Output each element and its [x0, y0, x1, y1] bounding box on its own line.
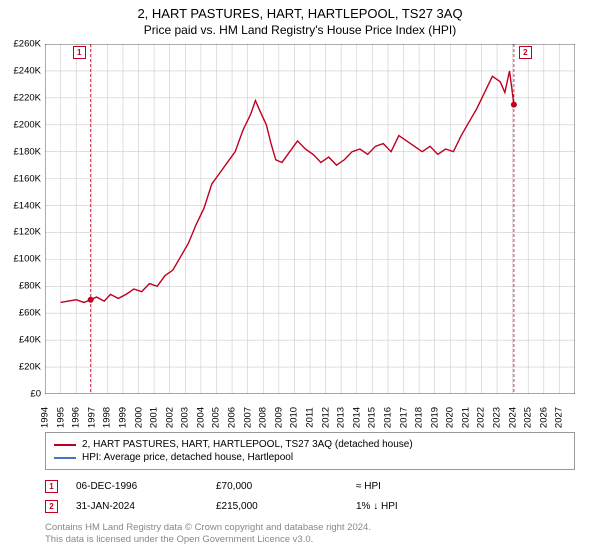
x-tick-label: 2007 — [242, 407, 253, 428]
x-tick-label: 1998 — [102, 407, 113, 428]
x-tick-label: 2012 — [320, 407, 331, 428]
x-tick-label: 2019 — [429, 407, 440, 428]
y-tick-label: £120K — [14, 227, 41, 238]
x-tick-label: 1999 — [117, 407, 128, 428]
x-tick-label: 2003 — [180, 407, 191, 428]
y-tick-label: £140K — [14, 200, 41, 211]
x-tick-label: 2022 — [476, 407, 487, 428]
x-tick-label: 2026 — [538, 407, 549, 428]
x-tick-label: 1995 — [55, 407, 66, 428]
legend: 2, HART PASTURES, HART, HARTLEPOOL, TS27… — [45, 432, 575, 470]
chart-subtitle: Price paid vs. HM Land Registry's House … — [0, 21, 600, 41]
x-tick-label: 2020 — [445, 407, 456, 428]
y-tick-label: £180K — [14, 146, 41, 157]
footnote-line: Contains HM Land Registry data © Crown c… — [45, 522, 371, 534]
chart-container: 2, HART PASTURES, HART, HARTLEPOOL, TS27… — [0, 0, 600, 560]
chart-title: 2, HART PASTURES, HART, HARTLEPOOL, TS27… — [0, 0, 600, 21]
x-tick-label: 2021 — [460, 407, 471, 428]
x-tick-label: 2004 — [195, 407, 206, 428]
footnote: Contains HM Land Registry data © Crown c… — [45, 522, 371, 547]
x-tick-label: 2017 — [398, 407, 409, 428]
marker-badge-1: 1 — [45, 480, 58, 493]
x-tick-label: 2016 — [382, 407, 393, 428]
plot-svg — [45, 44, 575, 394]
x-tick-label: 2008 — [258, 407, 269, 428]
y-tick-label: £200K — [14, 119, 41, 130]
legend-label: 2, HART PASTURES, HART, HARTLEPOOL, TS27… — [82, 439, 413, 450]
y-tick-label: £80K — [19, 281, 41, 292]
table-row: 1 06-DEC-1996 £70,000 ≈ HPI — [45, 476, 496, 496]
x-tick-label: 2005 — [211, 407, 222, 428]
marker-table: 1 06-DEC-1996 £70,000 ≈ HPI 2 31-JAN-202… — [45, 476, 496, 516]
y-tick-label: £60K — [19, 308, 41, 319]
marker-date: 31-JAN-2024 — [76, 501, 216, 512]
x-tick-label: 2027 — [554, 407, 565, 428]
x-tick-label: 2001 — [149, 407, 160, 428]
marker-price: £70,000 — [216, 481, 356, 492]
x-tick-label: 2023 — [492, 407, 503, 428]
x-tick-label: 2009 — [273, 407, 284, 428]
y-tick-label: £220K — [14, 92, 41, 103]
marker-change: ≈ HPI — [356, 481, 496, 492]
marker-badge-1: 1 — [73, 46, 86, 59]
y-tick-label: £40K — [19, 335, 41, 346]
x-tick-label: 2015 — [367, 407, 378, 428]
y-tick-label: £160K — [14, 173, 41, 184]
plot-area: £0£20K£40K£60K£80K£100K£120K£140K£160K£1… — [45, 44, 575, 394]
legend-item-hpi: HPI: Average price, detached house, Hart… — [54, 451, 566, 464]
legend-swatch-icon — [54, 457, 76, 459]
marker-badge-2: 2 — [519, 46, 532, 59]
x-tick-label: 2025 — [523, 407, 534, 428]
x-tick-label: 2018 — [414, 407, 425, 428]
legend-swatch-icon — [54, 444, 76, 446]
x-tick-label: 2010 — [289, 407, 300, 428]
marker-date: 06-DEC-1996 — [76, 481, 216, 492]
x-tick-label: 2014 — [351, 407, 362, 428]
footnote-line: This data is licensed under the Open Gov… — [45, 534, 371, 546]
marker-badge-2: 2 — [45, 500, 58, 513]
table-row: 2 31-JAN-2024 £215,000 1% ↓ HPI — [45, 496, 496, 516]
x-tick-label: 2000 — [133, 407, 144, 428]
x-tick-label: 2011 — [305, 407, 316, 427]
legend-label: HPI: Average price, detached house, Hart… — [82, 452, 293, 463]
y-tick-label: £260K — [14, 39, 41, 50]
x-tick-label: 1996 — [71, 407, 82, 428]
y-tick-label: £0 — [30, 389, 41, 400]
x-tick-label: 2002 — [164, 407, 175, 428]
y-tick-label: £100K — [14, 254, 41, 265]
x-tick-label: 2006 — [227, 407, 238, 428]
marker-price: £215,000 — [216, 501, 356, 512]
x-tick-label: 2013 — [336, 407, 347, 428]
y-tick-label: £20K — [19, 362, 41, 373]
x-tick-label: 1997 — [86, 407, 97, 428]
marker-change: 1% ↓ HPI — [356, 501, 496, 512]
x-tick-label: 2024 — [507, 407, 518, 428]
legend-item-price-paid: 2, HART PASTURES, HART, HARTLEPOOL, TS27… — [54, 438, 566, 451]
x-tick-label: 1994 — [40, 407, 51, 428]
y-tick-label: £240K — [14, 65, 41, 76]
